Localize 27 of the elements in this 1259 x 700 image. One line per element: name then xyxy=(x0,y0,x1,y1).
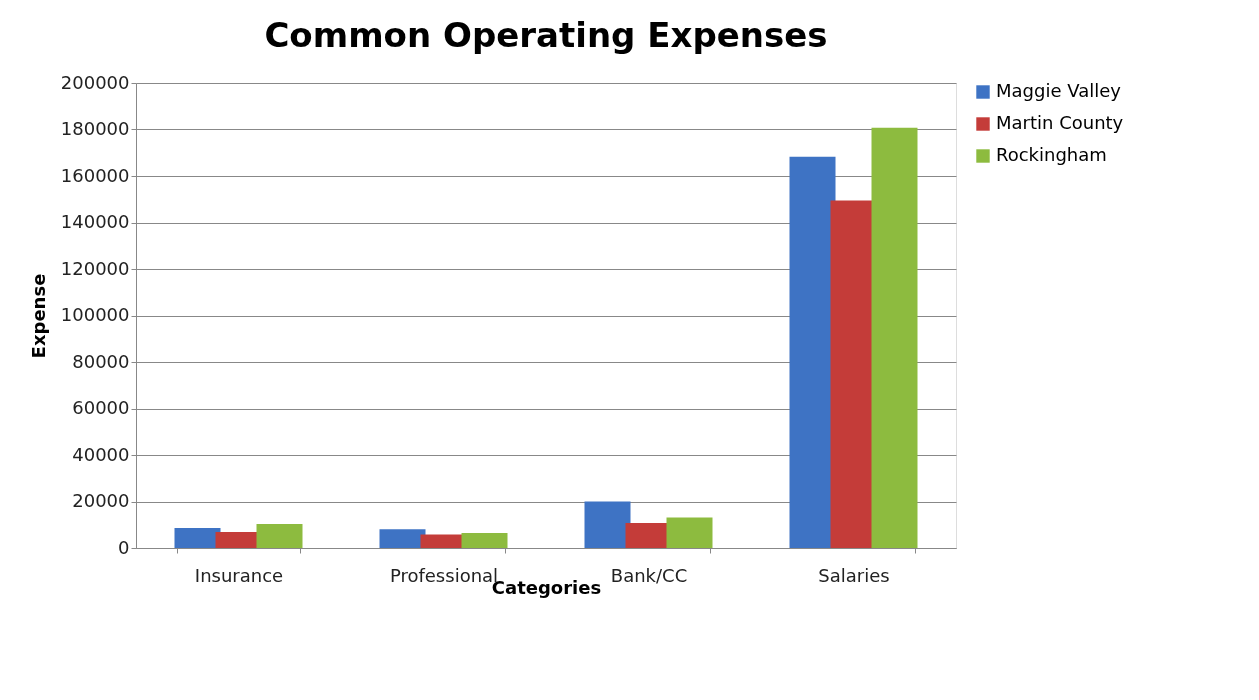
x-tick-label: Salaries xyxy=(818,564,890,586)
y-tick-label: 0 xyxy=(118,536,130,558)
bar xyxy=(461,533,508,548)
bar xyxy=(256,524,303,548)
bar xyxy=(789,156,836,548)
y-tick-label: 140000 xyxy=(60,211,130,232)
y-tick-label: 120000 xyxy=(60,257,130,279)
x-tick-label: Insurance xyxy=(194,564,284,586)
y-tick-label: 80000 xyxy=(72,350,130,372)
bar xyxy=(871,127,918,548)
y-tick-label: 200000 xyxy=(60,71,130,93)
y-tick-label: 40000 xyxy=(72,443,130,465)
bar xyxy=(379,529,426,548)
y-tick-label: 60000 xyxy=(72,397,130,418)
y-axis-title: Expense xyxy=(27,273,49,359)
y-tick-label: 20000 xyxy=(72,490,130,511)
y-tick-label: 180000 xyxy=(60,118,130,139)
y-tick-label: 100000 xyxy=(60,304,130,325)
chart-title: Common Operating Expenses xyxy=(264,15,828,55)
legend-label: Maggie Valley xyxy=(996,80,1122,101)
bar xyxy=(174,528,221,548)
legend-label: Martin County xyxy=(996,112,1124,133)
y-tick-label: 160000 xyxy=(60,164,130,186)
bar xyxy=(584,501,631,548)
legend-label: Rockingham xyxy=(996,144,1107,165)
x-tick-label: Bank/CC xyxy=(610,564,688,586)
bar xyxy=(666,517,713,548)
